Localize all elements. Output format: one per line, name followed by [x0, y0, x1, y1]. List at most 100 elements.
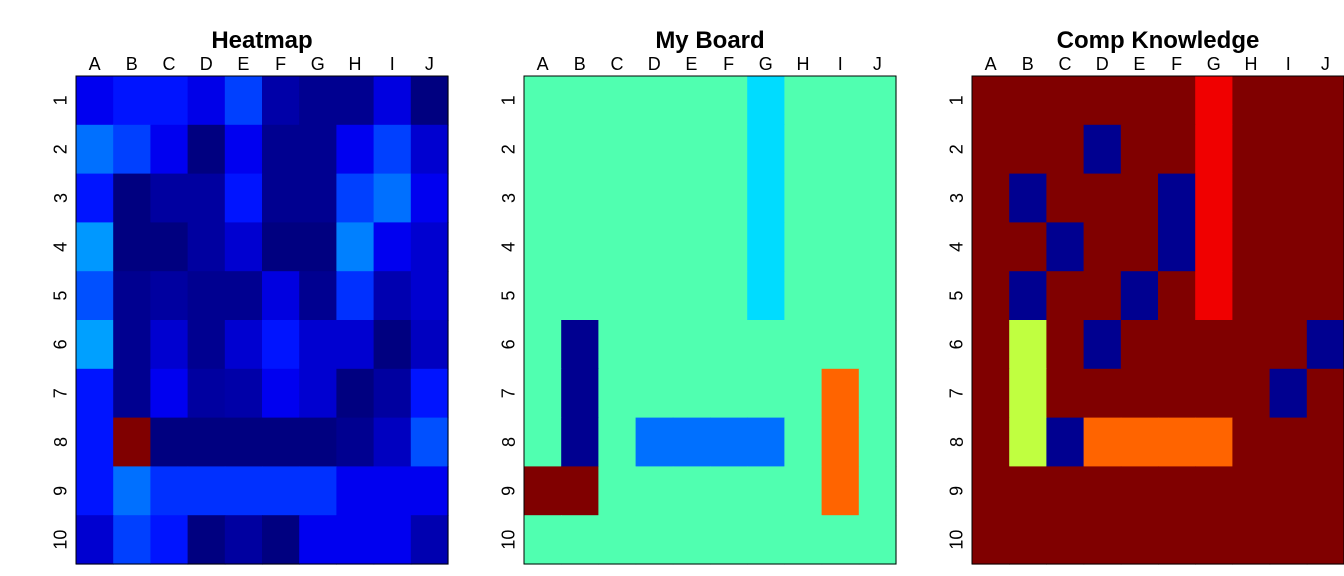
x-tick-label: C — [611, 54, 624, 74]
heatmap-cell — [635, 368, 674, 419]
heatmap-cell — [821, 124, 860, 175]
x-tick-label: C — [163, 54, 176, 74]
heatmap-cell — [1269, 173, 1308, 223]
heatmap-cell — [672, 515, 711, 565]
heatmap-cell — [598, 271, 637, 321]
heatmap-cell — [858, 417, 897, 467]
heatmap-cell — [262, 368, 300, 419]
heatmap-cell — [821, 466, 860, 516]
heatmap-cell — [224, 368, 263, 419]
x-tick-label: B — [126, 54, 138, 74]
heatmap-cell — [262, 320, 300, 370]
heatmap-cell — [187, 417, 226, 467]
heatmap-cell — [972, 222, 1010, 272]
heatmap-cell — [524, 124, 562, 175]
heatmap-cell — [373, 271, 412, 321]
heatmap-cell — [635, 222, 674, 272]
heatmap-cell — [1046, 173, 1085, 223]
heatmap-cell — [187, 173, 226, 223]
x-tick-label: G — [1207, 54, 1221, 74]
heatmap-cell — [1046, 124, 1085, 175]
heatmap-cell — [336, 222, 375, 272]
heatmap-cell — [1083, 320, 1122, 370]
heatmap-cell — [1269, 368, 1308, 419]
heatmap-cell — [784, 417, 823, 467]
x-tick-label: I — [390, 54, 395, 74]
heatmap-cell — [1083, 173, 1122, 223]
heatmap-cell — [821, 76, 860, 126]
heatmap-cell — [1120, 417, 1159, 467]
x-tick-label: E — [237, 54, 249, 74]
heatmap-cell — [113, 124, 151, 175]
heatmap-cell — [635, 271, 674, 321]
heatmap-cell — [1195, 466, 1233, 516]
y-tick-label: 3 — [947, 193, 967, 203]
heatmap-cell — [635, 466, 674, 516]
x-tick-label: E — [685, 54, 697, 74]
heatmap-cell — [1232, 124, 1271, 175]
x-tick-label: D — [1096, 54, 1109, 74]
x-tick-label: J — [425, 54, 434, 74]
y-tick-label: 7 — [499, 388, 519, 398]
heatmap-cell — [710, 417, 748, 467]
heatmap-cell — [1009, 271, 1047, 321]
heatmap-cell — [672, 76, 711, 126]
heatmap-cell — [561, 515, 599, 565]
heatmap-cell — [972, 417, 1010, 467]
heatmap-cell — [113, 368, 151, 419]
heatmap-cell — [821, 222, 860, 272]
heatmap-cell — [1120, 271, 1159, 321]
y-tick-label: 3 — [51, 193, 71, 203]
heatmap-cell — [373, 417, 412, 467]
heatmap-cell — [299, 222, 337, 272]
y-tick-label: 9 — [499, 486, 519, 496]
heatmap-cell — [299, 271, 337, 321]
heatmap-cell — [598, 515, 637, 565]
heatmap-cell — [336, 173, 375, 223]
heatmap-cell — [858, 466, 897, 516]
heatmap-cell — [1269, 222, 1308, 272]
x-tick-label: F — [275, 54, 286, 74]
y-tick-label: 5 — [51, 291, 71, 301]
heatmap-cell — [1195, 320, 1233, 370]
heatmap-cell — [524, 466, 562, 516]
heatmap-cell — [1046, 515, 1085, 565]
heatmap-cell — [1269, 320, 1308, 370]
heatmap-cell — [299, 417, 337, 467]
heatmap-cell — [710, 271, 748, 321]
x-tick-label: F — [1171, 54, 1182, 74]
y-tick-label: 1 — [947, 95, 967, 105]
heatmap-cell — [858, 320, 897, 370]
heatmap-cell — [747, 222, 785, 272]
heatmap-cell — [113, 271, 151, 321]
heatmap-cell — [1158, 271, 1196, 321]
x-tick-label: H — [1245, 54, 1258, 74]
panel-2: My Board A B C D E F G H I J 1 2 3 4 5 6 7 8 9 10 — [499, 27, 897, 565]
heatmap-cell — [299, 515, 337, 565]
heatmap-cell — [373, 222, 412, 272]
heatmap-cell — [1083, 368, 1122, 419]
heatmap-cell — [821, 515, 860, 565]
heatmap-cell — [1195, 515, 1233, 565]
heatmap-cell — [76, 76, 114, 126]
heatmap-cell — [672, 417, 711, 467]
heatmap-cell — [1083, 76, 1122, 126]
heatmap-cell — [821, 368, 860, 419]
x-tick-label: G — [759, 54, 773, 74]
heatmap-cell — [113, 466, 151, 516]
plot-frame — [971, 75, 1344, 565]
heatmap-cell — [598, 173, 637, 223]
heatmap-cell — [1232, 76, 1271, 126]
heatmap-cell — [410, 515, 449, 565]
x-tick-label: H — [797, 54, 810, 74]
heatmap-cell — [598, 76, 637, 126]
heatmap-cell — [784, 271, 823, 321]
heatmap-cell — [1009, 320, 1047, 370]
heatmap-cell — [524, 515, 562, 565]
heatmap-cell — [972, 320, 1010, 370]
y-tick-label: 3 — [499, 193, 519, 203]
heatmap-cell — [972, 515, 1010, 565]
heatmap-cell — [410, 173, 449, 223]
heatmap-cell — [187, 466, 226, 516]
